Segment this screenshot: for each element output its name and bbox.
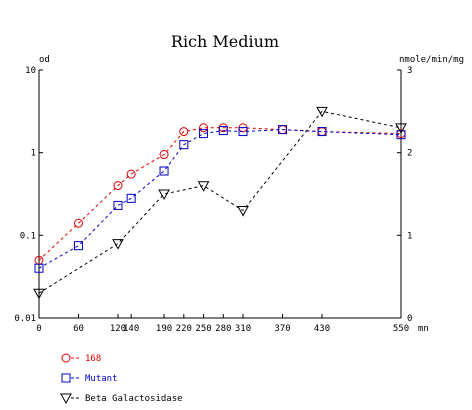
data-point <box>34 263 44 273</box>
data-point <box>395 123 407 134</box>
data-point <box>179 127 189 137</box>
data-point <box>317 127 327 137</box>
data-point <box>126 193 136 203</box>
legend-label: Beta Galactosidase <box>85 394 183 404</box>
x-tick-label: 250 <box>195 324 211 334</box>
series-0 <box>34 123 406 265</box>
series-line <box>38 127 402 261</box>
series-2 <box>33 106 407 300</box>
y-right-tick-label: 0 <box>407 314 412 324</box>
data-point <box>33 288 45 300</box>
x-tick-label: 60 <box>73 324 84 334</box>
data-point <box>238 127 248 137</box>
y-left-tick-label: 0.01 <box>14 314 36 324</box>
data-point <box>158 189 170 201</box>
data-point <box>159 150 169 160</box>
x-tick-label: 140 <box>123 324 139 334</box>
y-left-tick-label: 1 <box>31 149 36 159</box>
legend-label: 168 <box>85 354 101 364</box>
data-point <box>113 200 123 210</box>
data-point <box>179 140 189 150</box>
series-layer <box>33 106 407 300</box>
legend-marker <box>60 393 72 405</box>
x-tick-label: 430 <box>314 324 330 334</box>
data-point <box>316 106 328 118</box>
chart-title: Rich Medium <box>171 32 279 51</box>
x-tick-label: 0 <box>36 324 41 334</box>
data-point <box>237 206 249 217</box>
x-axis-unit-label: mn <box>418 324 429 334</box>
data-point <box>159 166 169 176</box>
data-point <box>396 130 406 140</box>
y-left-tick-label: 10 <box>25 66 36 76</box>
data-point <box>112 239 124 250</box>
y-left-tick-label: 0.1 <box>20 231 36 241</box>
series-1 <box>34 125 406 273</box>
x-tick-label: 370 <box>274 324 290 334</box>
y-right-tick-label: 1 <box>407 231 412 241</box>
data-point <box>73 241 83 251</box>
data-point <box>218 126 228 136</box>
x-tick-label: 550 <box>393 324 409 334</box>
y-right-tick-label: 3 <box>407 66 412 76</box>
x-tick-label: 310 <box>235 324 251 334</box>
legend-marker <box>61 373 71 383</box>
y-right-axis-label: nmole/min/mg <box>399 55 464 65</box>
x-tick-label: 280 <box>215 324 231 334</box>
x-tick-label: 190 <box>156 324 172 334</box>
data-point <box>197 181 210 192</box>
y-right-tick-label: 2 <box>407 149 412 159</box>
data-point <box>126 169 136 179</box>
legend: 168 Mutant Beta Galactosidase <box>60 353 183 405</box>
data-point <box>113 181 123 191</box>
x-tick-label: 120 <box>110 324 126 334</box>
series-line <box>38 129 402 269</box>
data-point <box>199 123 209 133</box>
series-line <box>38 110 402 294</box>
data-point <box>73 218 83 228</box>
legend-marker <box>61 353 71 363</box>
data-point <box>278 125 288 135</box>
y-left-axis-label: od <box>39 55 50 65</box>
data-point <box>199 129 209 139</box>
legend-label: Mutant <box>85 374 118 384</box>
x-tick-label: 220 <box>176 324 192 334</box>
